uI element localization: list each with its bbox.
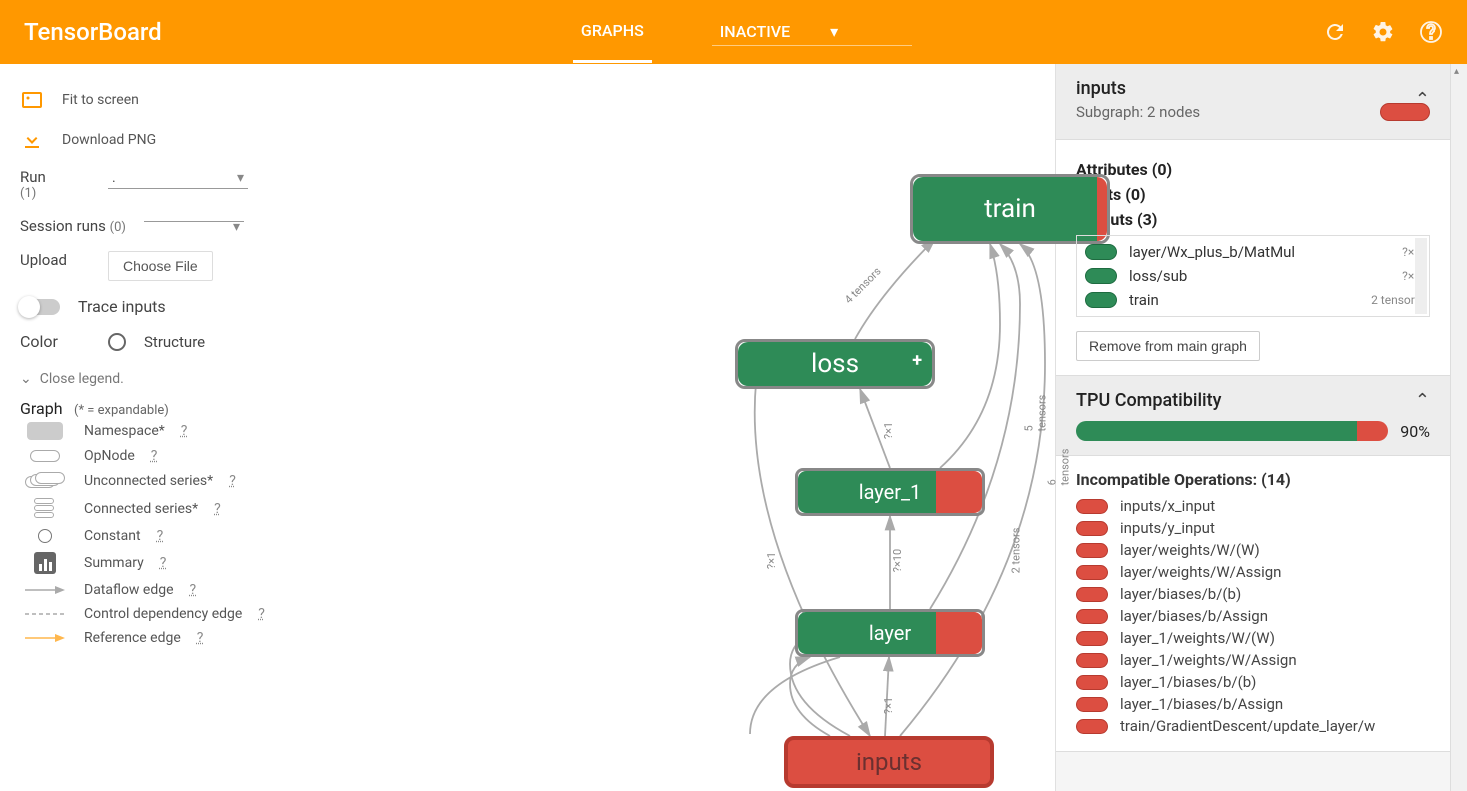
- tab-graphs[interactable]: GRAPHS: [573, 1, 652, 63]
- incompat-item[interactable]: inputs/x_input: [1076, 495, 1430, 517]
- page-scrollbar[interactable]: [1450, 64, 1467, 791]
- inactive-label: INACTIVE: [720, 22, 790, 41]
- upload-label: Upload: [20, 251, 90, 269]
- legend-summary: Summary?: [20, 548, 280, 578]
- legend-opnode: OpNode?: [20, 444, 280, 468]
- tpu-bar: 90%: [1076, 421, 1430, 441]
- outputs-list: layer/Wx_plus_b/MatMul?×1loss/sub?×1trai…: [1076, 235, 1430, 317]
- incompat-item[interactable]: inputs/y_input: [1076, 517, 1430, 539]
- sidebar-right: inputs Subgraph: 2 nodes ⌃ Attributes (0…: [1055, 64, 1450, 791]
- sidebar-left: Fit to screen Download PNG Run (1) . Ses…: [0, 64, 300, 791]
- trace-row: Trace inputs: [20, 289, 280, 324]
- incompat-item[interactable]: layer/weights/W/(W): [1076, 539, 1430, 561]
- node-train[interactable]: train: [910, 174, 1110, 244]
- session-count: (0): [110, 220, 126, 235]
- run-count: (1): [20, 186, 90, 201]
- selected-title: inputs: [1076, 78, 1200, 99]
- incompat-item[interactable]: layer_1/weights/W/Assign: [1076, 649, 1430, 671]
- outputs-label: Outputs (3): [1076, 210, 1430, 229]
- trace-label: Trace inputs: [78, 297, 166, 316]
- incompat-item[interactable]: layer_1/biases/b/Assign: [1076, 693, 1430, 715]
- output-item[interactable]: train2 tensors: [1085, 288, 1421, 312]
- edge-label: ?×10: [891, 549, 904, 572]
- close-legend-button[interactable]: ⌄ Close legend.: [20, 359, 280, 399]
- graph-canvas[interactable]: trainloss+layer_1layerinputs 4 tensors?×…: [300, 64, 1055, 791]
- session-label: Session runs: [20, 217, 106, 235]
- incompat-title: Incompatible Operations: (14): [1076, 470, 1430, 489]
- fit-screen-button[interactable]: Fit to screen: [20, 80, 280, 120]
- legend-section: Graph (* = expandable) Namespace*? OpNod…: [20, 399, 280, 650]
- edge-label: ?×1: [882, 422, 895, 439]
- main-layout: Fit to screen Download PNG Run (1) . Ses…: [0, 64, 1467, 791]
- edge-label: 5 tensors: [1023, 393, 1049, 432]
- download-png-button[interactable]: Download PNG: [20, 120, 280, 160]
- incompat-item[interactable]: train/GradientDescent/update_layer/w: [1076, 715, 1430, 737]
- incompat-item[interactable]: layer_1/biases/b/(b): [1076, 671, 1430, 693]
- tpu-title: TPU Compatibility: [1076, 390, 1221, 411]
- chevron-down-icon: ⌄: [20, 371, 32, 387]
- color-label: Color: [20, 332, 90, 351]
- incompat-item[interactable]: layer/biases/b/Assign: [1076, 605, 1430, 627]
- edge-label: 6 tensors: [1045, 449, 1071, 486]
- header-actions: [1323, 20, 1443, 44]
- edge-label: 2 tensors: [1009, 528, 1022, 574]
- node-layer[interactable]: layer: [795, 609, 985, 657]
- output-item[interactable]: layer/Wx_plus_b/MatMul?×1: [1085, 240, 1421, 264]
- app-logo: TensorBoard: [24, 18, 162, 46]
- legend-dataflow: Dataflow edge?: [20, 578, 280, 602]
- upload-row: Upload Choose File: [20, 243, 280, 289]
- incompat-item[interactable]: layer_1/weights/W/(W): [1076, 627, 1430, 649]
- selected-subtitle: Subgraph: 2 nodes: [1076, 103, 1200, 121]
- legend-constant: Constant?: [20, 524, 280, 548]
- download-icon: [20, 128, 44, 152]
- choose-file-button[interactable]: Choose File: [108, 251, 213, 281]
- inactive-dropdown[interactable]: INACTIVE ▾: [712, 18, 912, 46]
- edge-label: ?×1: [765, 552, 778, 569]
- chevron-down-icon: ▾: [830, 22, 838, 41]
- node-details: Attributes (0) Inputs (0) Outputs (3) la…: [1056, 140, 1450, 376]
- incompat-list: inputs/x_inputinputs/y_inputlayer/weight…: [1076, 495, 1430, 737]
- run-select[interactable]: .: [108, 168, 248, 189]
- selected-pill: [1380, 103, 1430, 121]
- node-layer_1[interactable]: layer_1: [795, 468, 985, 516]
- remove-from-graph-button[interactable]: Remove from main graph: [1076, 331, 1260, 361]
- header: TensorBoard GRAPHS INACTIVE ▾: [0, 0, 1467, 64]
- tpu-header[interactable]: TPU Compatibility ⌃ 90%: [1056, 376, 1450, 456]
- chevron-up-icon: ⌃: [1415, 390, 1430, 411]
- color-value: Structure: [144, 333, 205, 351]
- top-tabs: GRAPHS INACTIVE ▾: [162, 1, 1323, 63]
- legend-connected: Connected series*?: [20, 494, 280, 524]
- node-inputs[interactable]: inputs: [784, 736, 994, 788]
- tpu-percent: 90%: [1400, 422, 1430, 441]
- fit-icon: [20, 88, 44, 112]
- inputs-label: Inputs (0): [1076, 185, 1430, 204]
- expandable-note: (* = expandable): [74, 403, 169, 418]
- refresh-icon[interactable]: [1323, 20, 1347, 44]
- attributes-label: Attributes (0): [1076, 160, 1430, 179]
- color-row: Color Structure: [20, 324, 280, 359]
- help-icon[interactable]: [1419, 20, 1443, 44]
- download-label: Download PNG: [62, 132, 156, 148]
- graph-legend-title: Graph: [20, 399, 63, 418]
- session-selector: Session runs (0): [20, 209, 280, 243]
- incompat-item[interactable]: layer/weights/W/Assign: [1076, 561, 1430, 583]
- run-selector: Run (1) .: [20, 160, 280, 209]
- color-radio[interactable]: [108, 333, 126, 351]
- legend-unconnected: Unconnected series*?: [20, 468, 280, 494]
- gear-icon[interactable]: [1371, 20, 1395, 44]
- session-select[interactable]: [144, 217, 244, 222]
- edge-label: ?×1: [882, 697, 895, 714]
- incompat-section: Incompatible Operations: (14) inputs/x_i…: [1056, 456, 1450, 752]
- legend-reference: Reference edge?: [20, 626, 280, 650]
- run-label: Run: [20, 168, 90, 186]
- selected-node-header[interactable]: inputs Subgraph: 2 nodes ⌃: [1056, 64, 1450, 140]
- trace-toggle[interactable]: [20, 299, 60, 315]
- close-legend-label: Close legend.: [40, 371, 124, 387]
- output-item[interactable]: loss/sub?×1: [1085, 264, 1421, 288]
- node-loss[interactable]: loss+: [735, 339, 935, 389]
- incompat-item[interactable]: layer/biases/b/(b): [1076, 583, 1430, 605]
- fit-label: Fit to screen: [62, 92, 139, 108]
- legend-control: Control dependency edge?: [20, 602, 280, 626]
- legend-namespace: Namespace*?: [20, 418, 280, 444]
